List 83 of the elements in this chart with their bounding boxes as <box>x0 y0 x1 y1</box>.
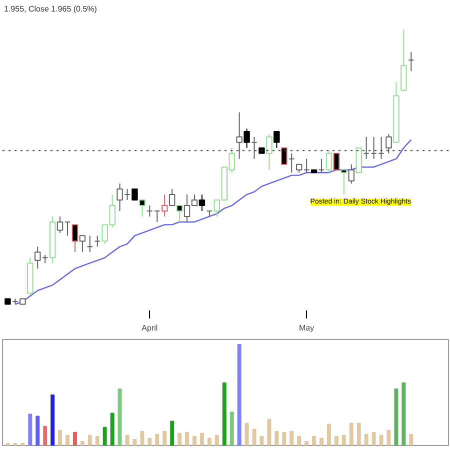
bar <box>125 434 130 446</box>
bar <box>282 432 286 446</box>
bar <box>372 432 376 446</box>
bar <box>36 416 40 446</box>
candlestick <box>318 158 325 174</box>
bar <box>222 382 226 446</box>
bar <box>297 436 302 446</box>
bar <box>379 434 384 446</box>
bar <box>110 412 114 446</box>
bar <box>72 432 77 446</box>
bar <box>349 422 354 446</box>
candlestick <box>370 136 377 160</box>
bar <box>214 434 219 446</box>
candlestick <box>288 152 295 174</box>
bar <box>409 434 414 446</box>
bar <box>237 344 242 446</box>
text: 1.955, Close 1.965 (0.5%) <box>4 4 98 14</box>
candlestick <box>408 51 414 72</box>
candlestick <box>303 158 310 174</box>
bar <box>102 426 107 446</box>
candlestick <box>176 205 183 222</box>
bar <box>185 432 190 446</box>
bar <box>207 438 212 446</box>
candlestick <box>266 134 272 170</box>
candlestick <box>72 224 78 253</box>
candlestick <box>86 235 94 253</box>
bar <box>58 430 62 446</box>
candlestick <box>146 205 153 217</box>
candlestick <box>34 246 41 270</box>
bar <box>140 430 144 446</box>
bar <box>13 442 18 446</box>
bar <box>267 418 272 446</box>
bar <box>386 430 391 446</box>
bar <box>312 436 316 446</box>
bar <box>402 382 406 446</box>
bar <box>394 388 398 446</box>
bar <box>274 430 279 446</box>
bar <box>118 388 122 446</box>
bar <box>155 434 160 446</box>
bar <box>230 412 234 446</box>
x-tick-label: April <box>142 324 158 332</box>
candlestick <box>206 210 213 217</box>
bar <box>148 438 152 446</box>
bar <box>290 430 294 446</box>
candlestick <box>198 194 206 212</box>
candlestick <box>64 221 71 236</box>
bar <box>326 424 331 446</box>
bar <box>95 436 100 446</box>
bar <box>192 436 196 446</box>
x-tick-label: May <box>299 324 314 332</box>
candlestick <box>281 147 288 165</box>
bar <box>304 440 309 446</box>
bar <box>178 432 182 446</box>
candlestick <box>79 235 86 253</box>
bar <box>6 442 10 446</box>
bar <box>252 428 256 446</box>
bar <box>244 422 249 446</box>
bar <box>50 394 55 446</box>
bar <box>260 436 264 446</box>
bar <box>132 438 137 446</box>
bar <box>88 434 92 446</box>
bar <box>320 438 324 446</box>
candlestick <box>251 136 258 160</box>
bar <box>43 426 48 446</box>
candlestick <box>94 235 100 248</box>
bar <box>162 430 167 446</box>
bar <box>28 414 32 446</box>
bar <box>20 442 25 446</box>
bar <box>80 440 84 446</box>
bar <box>342 434 346 446</box>
candlestick <box>274 130 280 148</box>
candlestick <box>244 128 250 148</box>
bar <box>334 436 338 446</box>
bar <box>200 432 204 446</box>
candlestick <box>326 150 332 174</box>
bar <box>170 420 174 446</box>
bar <box>364 434 368 446</box>
bar <box>66 434 70 446</box>
candlestick <box>154 210 160 222</box>
candlestick <box>236 112 242 160</box>
candlestick <box>378 136 384 160</box>
candlestick <box>363 136 370 160</box>
bar <box>356 422 361 446</box>
